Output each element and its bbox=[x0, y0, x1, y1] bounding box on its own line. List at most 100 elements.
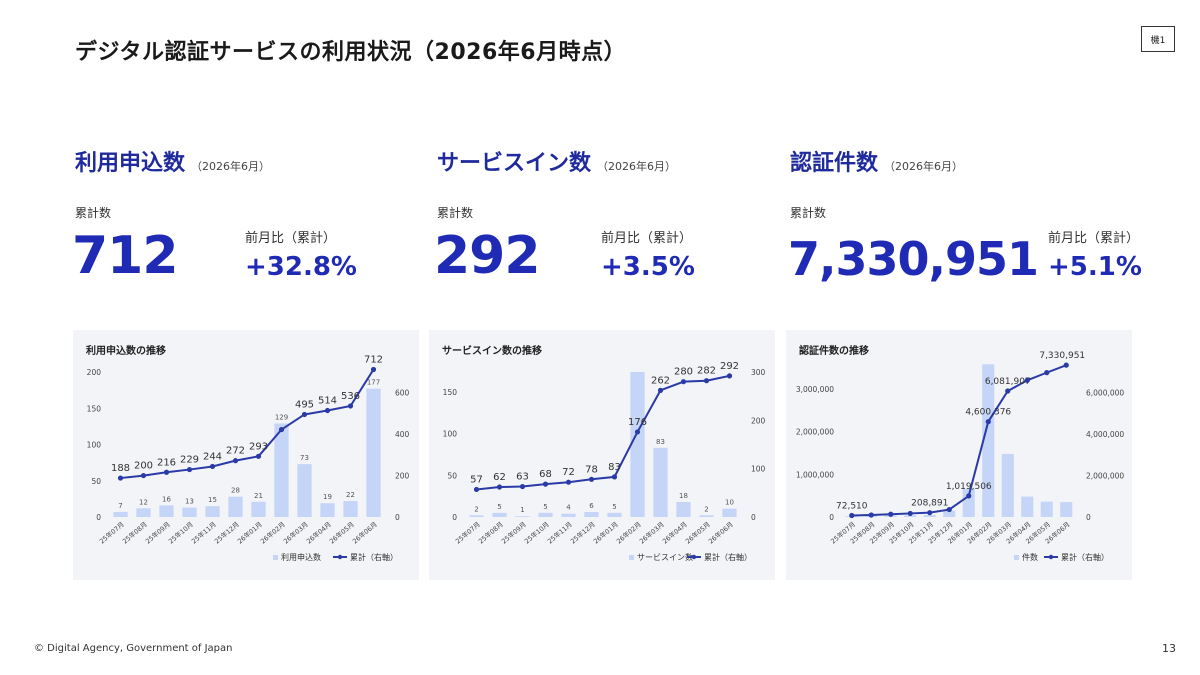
bar bbox=[366, 388, 381, 517]
chart-title: 利用申込数の推移 bbox=[86, 344, 166, 357]
line-point bbox=[868, 512, 874, 518]
line-label: 208,891 bbox=[911, 499, 948, 509]
bar bbox=[584, 512, 599, 517]
line-point bbox=[186, 466, 193, 473]
bar bbox=[320, 503, 335, 517]
x-tick: 26年06月 bbox=[350, 520, 378, 546]
line-label: 495 bbox=[295, 399, 314, 410]
line-point bbox=[907, 510, 913, 517]
line-point bbox=[278, 426, 285, 433]
line-point bbox=[1005, 388, 1011, 394]
chart-service-in: サービスイン数の推移 0 50 100 150 0 100 200 300 2 5 1 5 4 6 5 83 18… bbox=[442, 344, 766, 562]
line-label: 272 bbox=[226, 446, 245, 457]
bar bbox=[607, 512, 622, 517]
y-tick-left: 200 bbox=[87, 368, 102, 377]
kpi-title-sub: （2026年6月） bbox=[191, 160, 271, 173]
line-series bbox=[120, 368, 375, 480]
line-label: 293 bbox=[249, 441, 268, 452]
bar bbox=[182, 507, 197, 517]
bar-label: 28 bbox=[231, 487, 240, 495]
y-tick-left: 50 bbox=[447, 471, 457, 480]
line-label: 292 bbox=[720, 361, 739, 372]
kpi-label: 累計数 bbox=[790, 206, 827, 220]
line-label: 514 bbox=[318, 396, 337, 407]
line-point bbox=[519, 483, 526, 490]
line-point bbox=[324, 407, 331, 414]
line-point bbox=[117, 475, 124, 481]
kpi-ratio-auth: +5.1% bbox=[1048, 252, 1142, 282]
x-tick: 25年10月 bbox=[522, 520, 550, 546]
line-point bbox=[209, 463, 216, 470]
y-tick-right: 6,000,000 bbox=[1086, 389, 1124, 398]
y-tick-left: 50 bbox=[91, 477, 101, 486]
bar bbox=[904, 515, 917, 517]
copyright-footer: © Digital Agency, Government of Japan bbox=[34, 643, 233, 654]
kpi-value-service-in: 292 bbox=[434, 226, 541, 286]
bar-label: 16 bbox=[162, 495, 171, 503]
bar bbox=[251, 501, 266, 517]
x-tick: 25年08月 bbox=[120, 520, 148, 546]
kpi-title-auth: 認証件数 （2026年6月） bbox=[790, 145, 963, 177]
bar bbox=[274, 423, 289, 517]
bar-label: 18 bbox=[679, 492, 688, 500]
bar-label: 6 bbox=[589, 502, 594, 510]
x-tick: 25年09月 bbox=[143, 520, 171, 546]
chart-title: 認証件数の推移 bbox=[799, 344, 869, 357]
bar-label: 12 bbox=[139, 498, 148, 506]
bar-label: 5 bbox=[543, 503, 547, 511]
page-tag: 機1 bbox=[1141, 26, 1175, 52]
bar bbox=[538, 512, 553, 517]
bar bbox=[722, 508, 737, 517]
bar bbox=[962, 488, 975, 517]
kpi-title-service-in: サービスイン数 （2026年6月） bbox=[437, 145, 676, 177]
bar-label: 5 bbox=[497, 503, 501, 511]
y-tick-right: 0 bbox=[751, 513, 756, 522]
bar-label: 22 bbox=[346, 491, 355, 499]
line-point bbox=[496, 484, 503, 490]
bar bbox=[923, 515, 936, 517]
bar-label: 4 bbox=[566, 504, 571, 512]
y-tick-left: 2,000,000 bbox=[796, 428, 834, 437]
line-series bbox=[476, 374, 730, 491]
line-point bbox=[985, 419, 991, 425]
kpi-title-sub: （2026年6月） bbox=[884, 160, 964, 173]
x-tick: 25年11月 bbox=[189, 520, 217, 546]
chart-auth: 認証件数の推移 0 1,000,000 2,000,000 3,000,000 0 2,00… bbox=[796, 344, 1125, 562]
x-tick: 26年02月 bbox=[614, 520, 642, 546]
line-point bbox=[542, 481, 549, 487]
kpi-ratio-label: 前月比（累計） bbox=[245, 231, 337, 246]
line-point bbox=[1044, 370, 1050, 376]
y-tick-left: 100 bbox=[87, 441, 102, 450]
line-point bbox=[1063, 362, 1069, 368]
line-point bbox=[473, 486, 480, 493]
line-point bbox=[611, 474, 618, 480]
legend-bar-label: 利用申込数 bbox=[281, 552, 321, 562]
line-point bbox=[588, 476, 595, 482]
x-tick: 26年03月 bbox=[281, 520, 309, 546]
x-tick: 25年08月 bbox=[476, 520, 504, 546]
kpi-value-auth: 7,330,951 bbox=[788, 232, 1039, 286]
legend-line-label: 累計（右軸） bbox=[1061, 552, 1109, 562]
line-label: 244 bbox=[203, 451, 222, 462]
line-point bbox=[232, 458, 239, 464]
bar bbox=[205, 506, 220, 517]
bar bbox=[136, 508, 151, 517]
legend-bar-swatch bbox=[629, 555, 634, 560]
bar bbox=[1060, 502, 1073, 517]
line-label: 7,330,951 bbox=[1039, 351, 1085, 361]
kpi-label: 累計数 bbox=[437, 206, 474, 220]
bar-label: 10 bbox=[725, 499, 734, 507]
line-point bbox=[726, 373, 733, 379]
y-tick-right: 300 bbox=[751, 368, 766, 377]
line-point bbox=[966, 493, 972, 499]
y-tick-left: 100 bbox=[443, 430, 458, 439]
line-label: 62 bbox=[493, 472, 506, 483]
bar-label: 177 bbox=[367, 379, 380, 387]
bar bbox=[1021, 496, 1034, 517]
x-tick: 26年04月 bbox=[304, 520, 332, 546]
line-point bbox=[1024, 377, 1030, 383]
x-tick: 25年11月 bbox=[545, 520, 573, 546]
bar bbox=[982, 364, 995, 517]
bar-label: 21 bbox=[254, 492, 263, 500]
